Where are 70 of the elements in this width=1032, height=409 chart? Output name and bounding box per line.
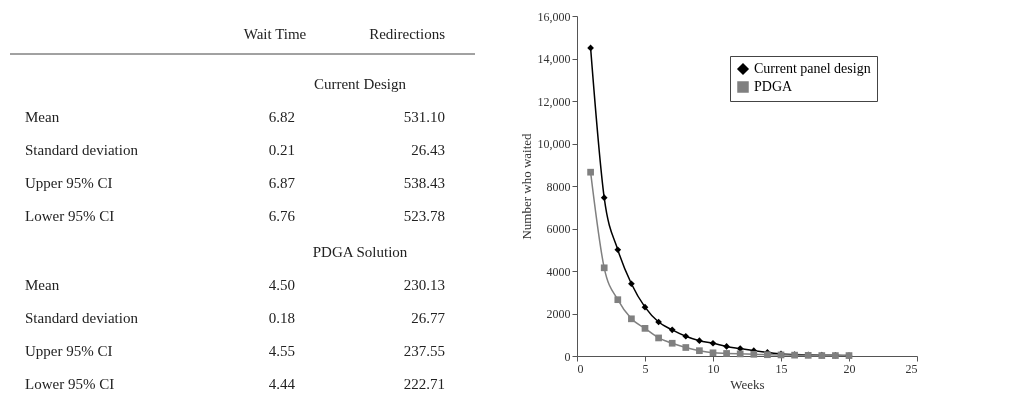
point <box>696 337 703 345</box>
y-tick-label: 16,000 <box>537 9 571 24</box>
x-tick-label: 0 <box>577 361 584 376</box>
text: 4.50 <box>268 277 295 293</box>
point <box>736 345 744 352</box>
x-tick-label: 5 <box>642 361 649 376</box>
x-tick-label: 20 <box>843 361 856 376</box>
y-tick-label: 0 <box>564 349 571 364</box>
text: 237.55 <box>403 343 445 359</box>
x-axis-title: Weeks <box>730 376 765 392</box>
text: 0.21 <box>268 142 295 158</box>
y-tick-label: 12,000 <box>537 94 571 109</box>
text: 6.82 <box>268 109 295 125</box>
point <box>628 315 635 323</box>
y-tick-label: 6000 <box>546 222 571 236</box>
text: 230.13 <box>403 277 445 293</box>
category-label: Lower 95% CI <box>25 208 115 224</box>
point <box>600 264 608 272</box>
point <box>614 246 622 254</box>
category-label: Wait Time <box>243 26 307 42</box>
category-label: Upper 95% CI <box>25 343 113 359</box>
text: 4.55 <box>268 343 295 359</box>
category-label: Mean <box>25 109 60 125</box>
point <box>668 326 676 334</box>
point <box>587 44 594 52</box>
text: 531.10 <box>403 109 445 125</box>
point <box>723 350 730 357</box>
legend-label: Current panel design <box>754 61 871 76</box>
y-tick-label: 2000 <box>546 307 571 321</box>
y-axis-title: Number who waited <box>518 132 534 240</box>
text: Current Design <box>313 76 407 92</box>
category-label: Mean <box>25 277 60 293</box>
point <box>655 334 662 342</box>
legend-label: PDGA <box>754 79 794 94</box>
text: 4.44 <box>268 376 295 392</box>
category-label: Standard deviation <box>25 310 138 326</box>
point <box>600 194 608 202</box>
y-tick-label: 10,000 <box>537 137 571 151</box>
point <box>587 168 594 176</box>
point <box>682 344 690 351</box>
y-tick-label: 4000 <box>546 264 571 279</box>
x-tick-label: 10 <box>707 361 720 376</box>
y-tick-label: 8000 <box>546 179 571 194</box>
x-tick-label: 25 <box>905 361 918 376</box>
point <box>641 325 649 332</box>
point <box>614 296 622 304</box>
text: 222.71 <box>403 376 445 392</box>
point <box>668 339 676 347</box>
point <box>696 347 703 355</box>
point <box>723 343 730 350</box>
point <box>682 332 690 340</box>
text: 26.77 <box>411 310 445 326</box>
text: 0.18 <box>268 310 295 326</box>
y-tick-label: 14,000 <box>537 52 571 66</box>
point <box>709 349 717 357</box>
category-label: Upper 95% CI <box>25 175 113 191</box>
point <box>736 350 744 358</box>
category-label: Redirections <box>369 26 446 42</box>
text: 523.78 <box>403 208 445 224</box>
text: 6.76 <box>268 208 295 224</box>
point <box>628 280 635 288</box>
text: PDGA Solution <box>312 244 408 260</box>
point <box>641 303 649 311</box>
text: 26.43 <box>411 142 445 158</box>
text: 538.43 <box>403 175 445 191</box>
category-label: Lower 95% CI <box>25 376 115 392</box>
point <box>709 339 717 347</box>
category-label: Standard deviation <box>25 142 138 158</box>
text: 6.87 <box>268 175 295 191</box>
x-tick-label: 15 <box>775 361 788 376</box>
